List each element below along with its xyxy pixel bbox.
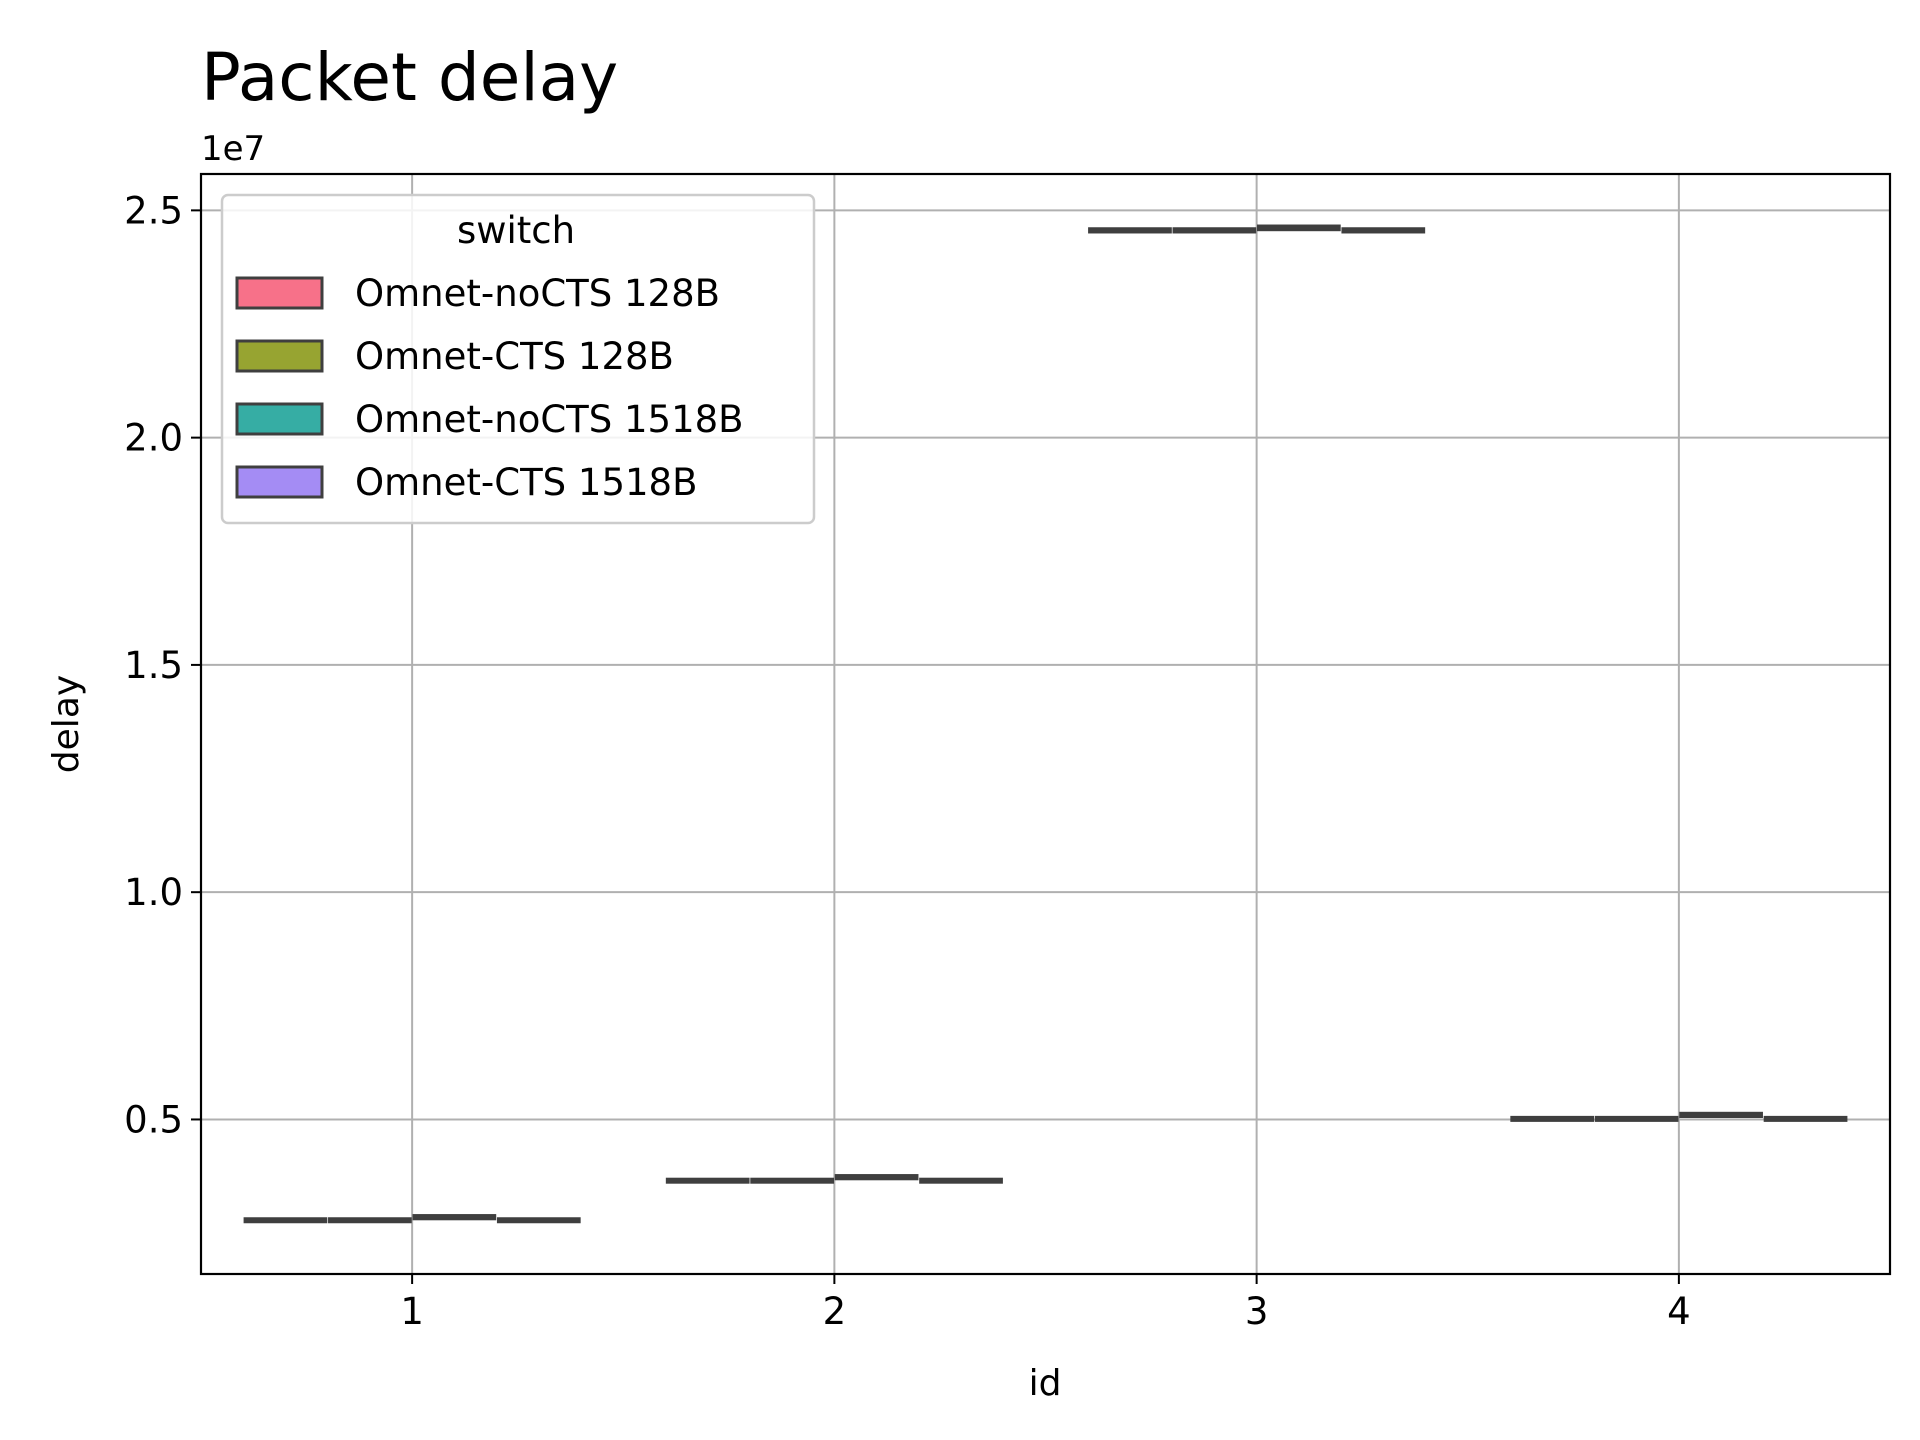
- box-omnet-cts-128b-id-4: [1594, 1115, 1679, 1122]
- y-tick-label: 1.0: [124, 871, 183, 914]
- legend-swatch: [235, 339, 324, 373]
- box-omnet-nocts-1518b-id-4: [1679, 1111, 1763, 1119]
- y-tick-label: 0.5: [124, 1098, 183, 1141]
- box-omnet-cts-1518b-id-2: [919, 1177, 1003, 1184]
- y-tick-label: 1.5: [124, 644, 183, 687]
- box-omnet-nocts-1518b-id-1: [412, 1214, 497, 1221]
- y-tick-label: 2.0: [124, 417, 183, 460]
- box-omnet-cts-1518b-id-1: [496, 1217, 581, 1224]
- box-omnet-cts-1518b-id-3: [1341, 227, 1426, 234]
- y-axis-label: delay: [46, 675, 87, 773]
- legend-label: Omnet-CTS 128B: [355, 335, 674, 378]
- legend-items: Omnet-noCTS 128B Omnet-CTS 128B Omnet-noCT…: [235, 272, 744, 504]
- legend-swatch: [235, 465, 324, 499]
- box-omnet-nocts-128b-id-2: [665, 1177, 750, 1184]
- y-axis-ticks: 0.5 1.0 1.5 2.0 2.5: [124, 189, 201, 1141]
- x-tick-label: 3: [1245, 1290, 1269, 1333]
- legend-item: Omnet-noCTS 128B: [235, 272, 720, 315]
- legend-item: Omnet-noCTS 1518B: [235, 398, 744, 441]
- legend-item: Omnet-CTS 128B: [235, 335, 674, 378]
- plot-frame: [199, 172, 1892, 1276]
- y-tick-label: 2.5: [124, 189, 183, 232]
- box-omnet-cts-128b-id-1: [328, 1217, 412, 1224]
- box-omnet-cts-128b-id-3: [1172, 227, 1257, 234]
- x-axis-label: id: [1029, 1363, 1062, 1404]
- x-tick-label: 2: [823, 1290, 847, 1333]
- legend-label: Omnet-CTS 1518B: [355, 461, 697, 504]
- box-omnet-nocts-128b-id-3: [1088, 227, 1172, 234]
- legend-frame: [220, 193, 816, 525]
- box-plot-marks: [243, 224, 1848, 1224]
- legend-swatch: [235, 402, 324, 436]
- chart-title: Packet delay: [201, 39, 618, 116]
- legend-item: Omnet-CTS 1518B: [235, 461, 697, 504]
- box-omnet-cts-128b-id-2: [750, 1177, 835, 1184]
- box-omnet-nocts-1518b-id-3: [1256, 224, 1341, 232]
- legend-title: switch: [457, 209, 575, 252]
- box-omnet-cts-1518b-id-4: [1763, 1115, 1848, 1122]
- legend-swatch: [235, 276, 324, 310]
- x-axis-ticks: 1 2 3 4: [400, 1274, 1691, 1333]
- x-tick-label: 4: [1667, 1290, 1691, 1333]
- x-tick-label: 1: [400, 1290, 424, 1333]
- y-offset-label: 1e7: [201, 129, 265, 169]
- box-omnet-nocts-128b-id-1: [243, 1217, 328, 1224]
- box-omnet-nocts-1518b-id-2: [834, 1174, 919, 1181]
- box-omnet-nocts-128b-id-4: [1510, 1115, 1595, 1122]
- legend-label: Omnet-noCTS 1518B: [355, 398, 744, 441]
- legend-label: Omnet-noCTS 128B: [355, 272, 720, 315]
